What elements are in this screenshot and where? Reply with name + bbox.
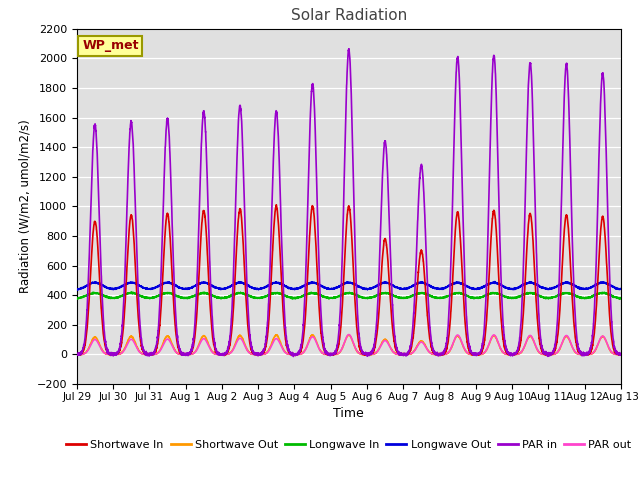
Y-axis label: Radiation (W/m2, umol/m2/s): Radiation (W/m2, umol/m2/s) (18, 120, 31, 293)
X-axis label: Time: Time (333, 407, 364, 420)
Title: Solar Radiation: Solar Radiation (291, 9, 407, 24)
Legend: Shortwave In, Shortwave Out, Longwave In, Longwave Out, PAR in, PAR out: Shortwave In, Shortwave Out, Longwave In… (61, 436, 636, 455)
Text: WP_met: WP_met (82, 39, 139, 52)
